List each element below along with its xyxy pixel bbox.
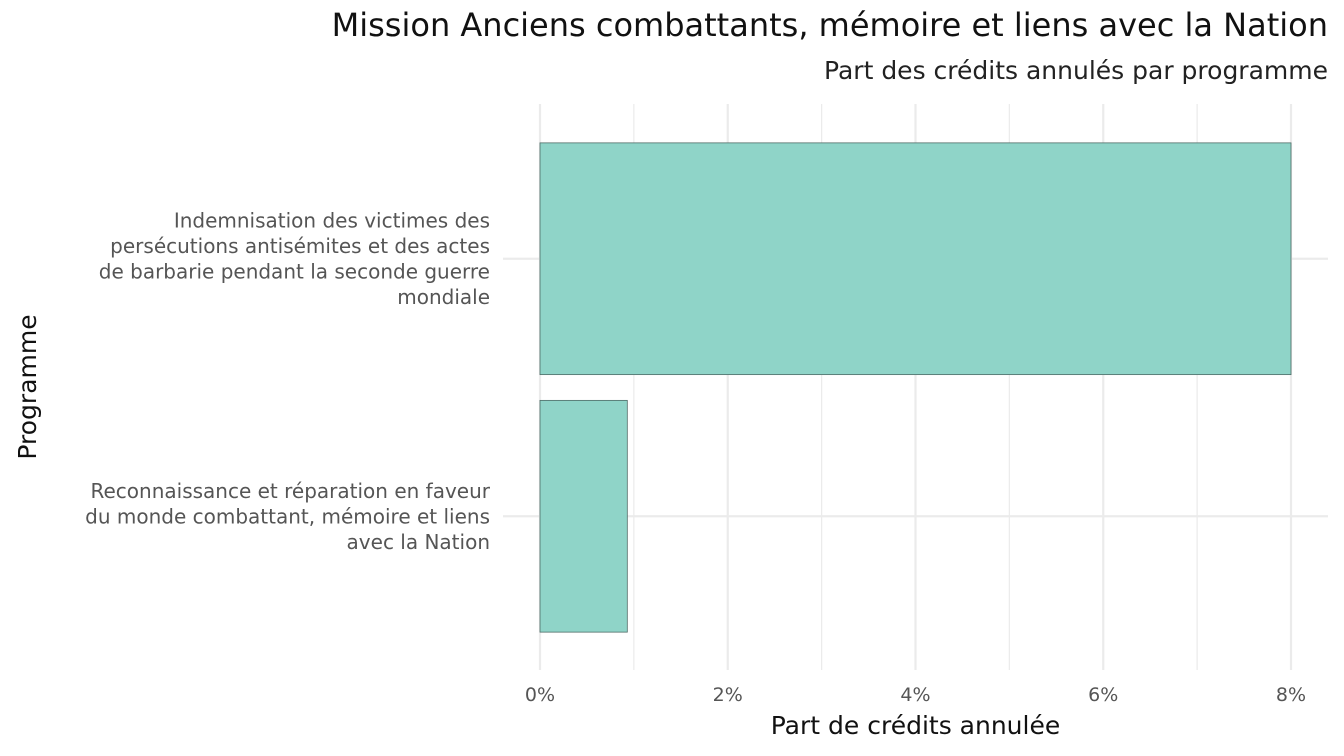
category-label-line: Reconnaissance et réparation en faveur <box>91 479 491 503</box>
category-label-line: de barbarie pendant la seconde guerre <box>99 260 490 284</box>
x-tick-label: 8% <box>1276 684 1306 706</box>
chart-title: Mission Anciens combattants, mémoire et … <box>331 6 1328 44</box>
x-tick-label: 2% <box>713 684 743 706</box>
x-tick-label: 4% <box>900 684 930 706</box>
chart-subtitle: Part des crédits annulés par programme <box>824 56 1328 85</box>
y-axis-title: Programme <box>13 314 42 459</box>
x-axis-title: Part de crédits annulée <box>771 711 1061 740</box>
category-label-line: mondiale <box>397 285 490 309</box>
bars <box>539 142 1292 633</box>
bar-1 <box>539 142 1292 376</box>
category-label-line: avec la Nation <box>347 530 490 554</box>
bar-2 <box>539 399 628 633</box>
labels: Indemnisation des victimes des persécutio… <box>13 209 1306 741</box>
x-tick-label: 6% <box>1088 684 1118 706</box>
category-label-line: persécutions antisémites et des actes <box>110 234 490 258</box>
x-tick-label: 0% <box>525 684 555 706</box>
category-label-2: Reconnaissance et réparation en faveur du… <box>85 479 491 554</box>
category-label-1: Indemnisation des victimes des persécutio… <box>99 209 490 310</box>
category-label-line: Indemnisation des victimes des <box>174 209 490 233</box>
category-label-line: du monde combattant, mémoire et liens <box>85 504 490 528</box>
